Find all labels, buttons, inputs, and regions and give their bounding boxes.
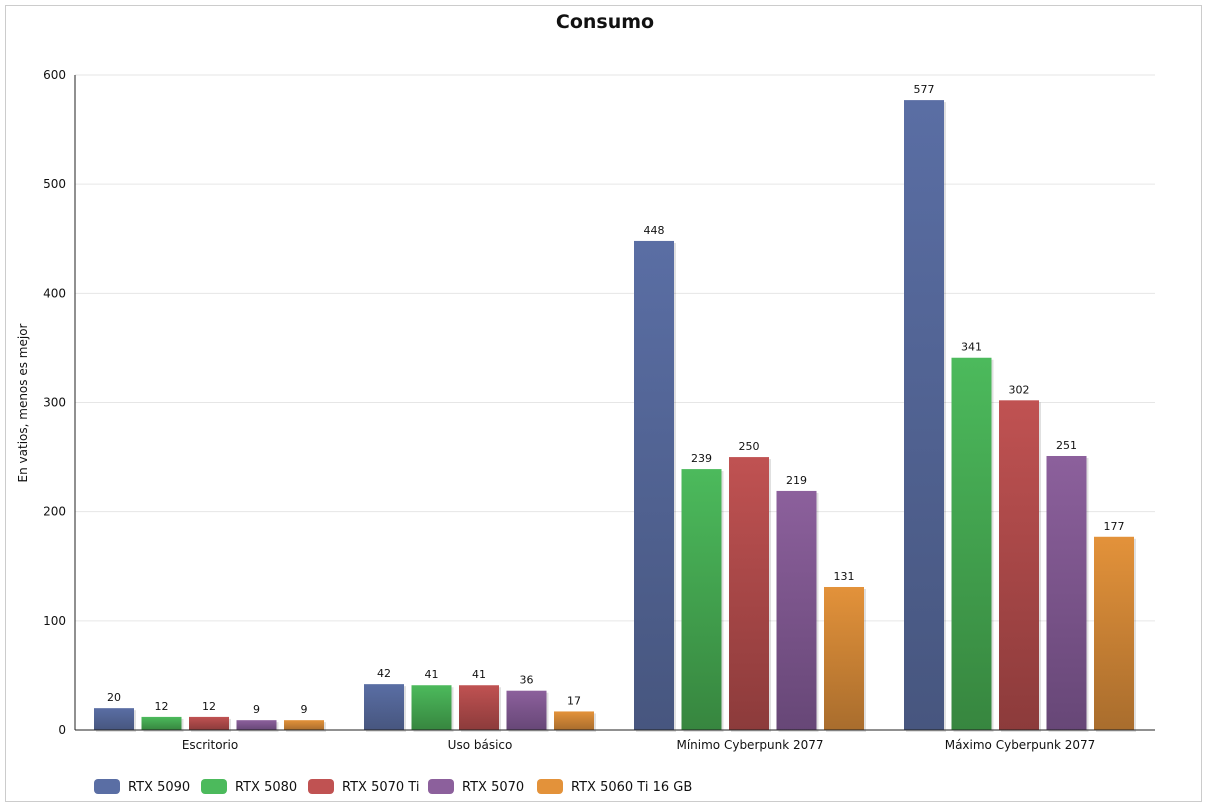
data-label: 20 xyxy=(107,691,121,704)
data-label: 131 xyxy=(834,570,855,583)
bar xyxy=(411,685,452,730)
bar xyxy=(729,457,769,730)
legend-label: RTX 5080 xyxy=(235,780,297,795)
data-label: 12 xyxy=(155,700,169,713)
bar xyxy=(141,716,182,730)
legend-swatch xyxy=(537,779,563,794)
data-label: 250 xyxy=(739,440,760,453)
data-label: 12 xyxy=(202,700,216,713)
legend-label: RTX 5090 xyxy=(128,780,190,795)
bar xyxy=(681,469,722,730)
bar xyxy=(776,490,817,730)
data-label: 577 xyxy=(914,83,935,96)
y-tick-label: 200 xyxy=(43,505,66,519)
y-axis-label: En vatios, menos es mejor xyxy=(16,323,30,482)
y-tick-label: 600 xyxy=(43,68,66,82)
legend-swatch xyxy=(94,779,120,794)
bar xyxy=(506,690,547,730)
data-label: 219 xyxy=(786,474,807,487)
y-tick-label: 400 xyxy=(43,286,66,300)
y-tick-label: 300 xyxy=(43,396,66,410)
data-label: 177 xyxy=(1104,520,1125,533)
data-label: 302 xyxy=(1009,383,1030,396)
bar xyxy=(236,720,277,730)
y-tick-label: 500 xyxy=(43,177,66,191)
legend-label: RTX 5070 xyxy=(462,780,524,795)
x-tick-label: Máximo Cyberpunk 2077 xyxy=(945,738,1096,752)
bar xyxy=(459,685,499,730)
data-label: 9 xyxy=(253,703,260,716)
legend-swatch xyxy=(428,779,454,794)
legend-swatch xyxy=(201,779,227,794)
bar xyxy=(1094,536,1134,730)
data-label: 341 xyxy=(961,341,982,354)
data-label: 41 xyxy=(425,668,439,681)
bar xyxy=(824,586,864,730)
data-label: 42 xyxy=(377,667,391,680)
bar xyxy=(951,357,992,730)
legend-swatch xyxy=(308,779,334,794)
bar xyxy=(904,100,944,730)
data-label: 41 xyxy=(472,668,486,681)
data-label: 239 xyxy=(691,452,712,465)
chart-frame xyxy=(5,5,1202,802)
bar xyxy=(634,240,674,730)
bar xyxy=(364,684,404,730)
bar xyxy=(189,716,229,730)
data-label: 17 xyxy=(567,694,581,707)
bar xyxy=(1046,455,1087,730)
legend-label: RTX 5070 Ti xyxy=(342,780,419,795)
x-tick-label: Mínimo Cyberpunk 2077 xyxy=(676,738,823,752)
y-tick-label: 100 xyxy=(43,614,66,628)
bar xyxy=(284,720,324,730)
x-tick-label: Escritorio xyxy=(182,738,238,752)
data-label: 9 xyxy=(301,703,308,716)
bar xyxy=(999,400,1039,730)
data-label: 36 xyxy=(520,674,534,687)
chart-title: Consumo xyxy=(556,11,654,33)
y-tick-label: 0 xyxy=(58,723,66,737)
bar xyxy=(554,711,594,730)
data-label: 448 xyxy=(644,224,665,237)
bar xyxy=(94,708,134,730)
data-label: 251 xyxy=(1056,439,1077,452)
x-tick-label: Uso básico xyxy=(448,738,513,752)
legend-label: RTX 5060 Ti 16 GB xyxy=(571,780,692,795)
